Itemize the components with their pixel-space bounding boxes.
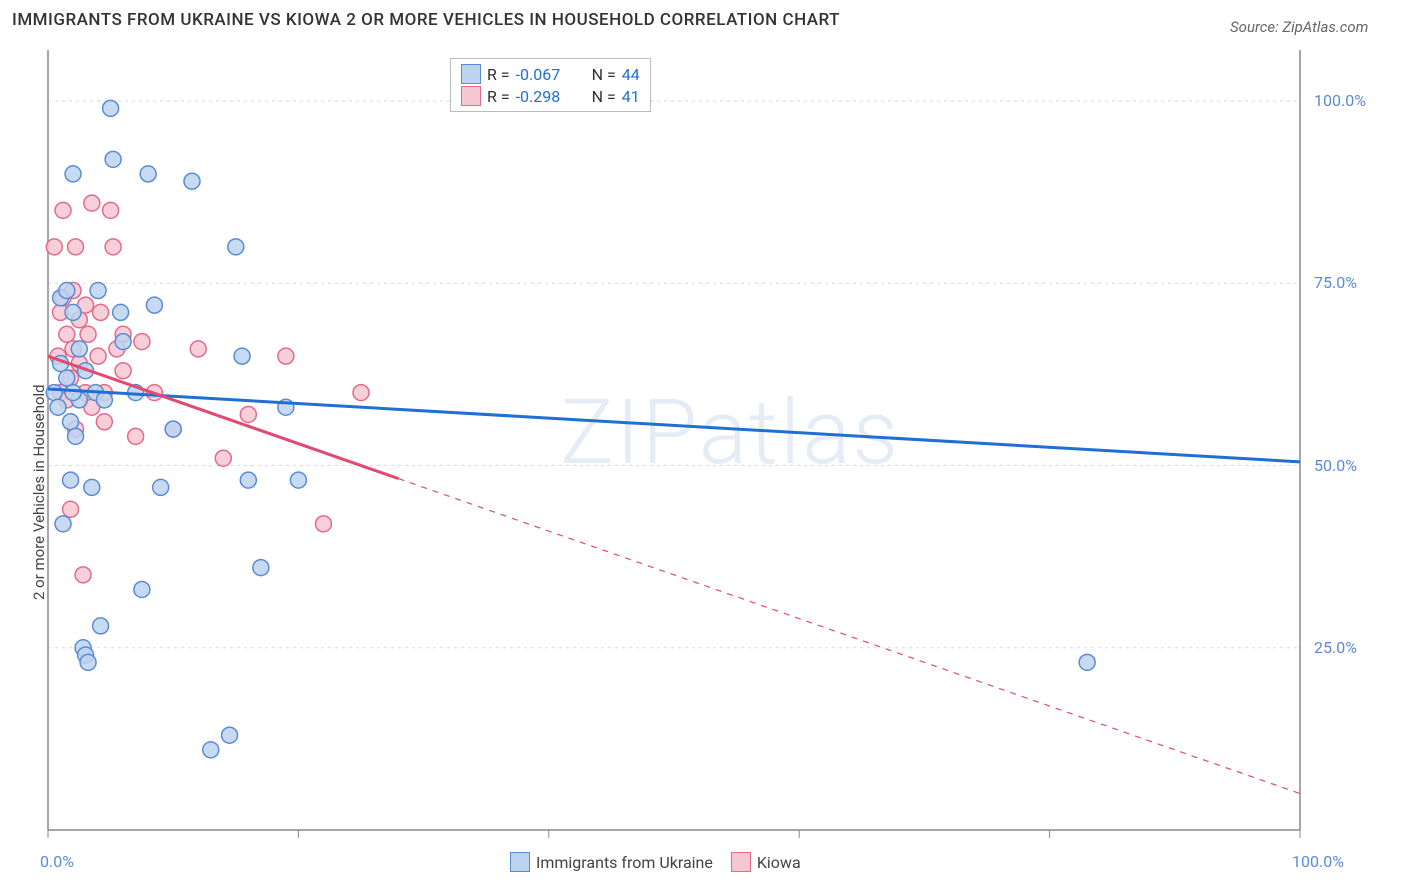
y-tick: 25.0% (1314, 638, 1357, 657)
legend-n-label: N = (592, 87, 616, 106)
y-tick: 50.0% (1314, 456, 1357, 475)
scatter-plot (0, 0, 1406, 892)
x-tick: 0.0% (40, 852, 74, 871)
legend-r-value: -0.067 (516, 65, 576, 84)
legend-item: Kiowa (731, 852, 801, 872)
legend-row: R = -0.067 N = 44 (461, 63, 640, 85)
legend-r-label: R = (487, 65, 510, 84)
legend-swatch (461, 86, 481, 106)
legend-r-value: -0.298 (516, 87, 576, 106)
legend-row: R = -0.298 N = 41 (461, 85, 640, 107)
legend-item: Immigrants from Ukraine (510, 852, 713, 872)
legend-swatch (510, 852, 530, 872)
legend-swatch (731, 852, 751, 872)
legend-r-label: R = (487, 87, 510, 106)
y-tick: 75.0% (1314, 273, 1357, 292)
correlation-legend: R = -0.067 N = 44 R = -0.298 N = 41 (450, 58, 651, 112)
legend-n-value: 44 (622, 65, 640, 84)
series-legend: Immigrants from Ukraine Kiowa (510, 852, 801, 872)
legend-label: Kiowa (757, 853, 801, 872)
legend-swatch (461, 64, 481, 84)
legend-n-value: 41 (622, 87, 640, 106)
legend-n-label: N = (592, 65, 616, 84)
legend-label: Immigrants from Ukraine (536, 853, 713, 872)
y-tick: 100.0% (1314, 91, 1366, 110)
x-tick: 100.0% (1292, 852, 1344, 871)
